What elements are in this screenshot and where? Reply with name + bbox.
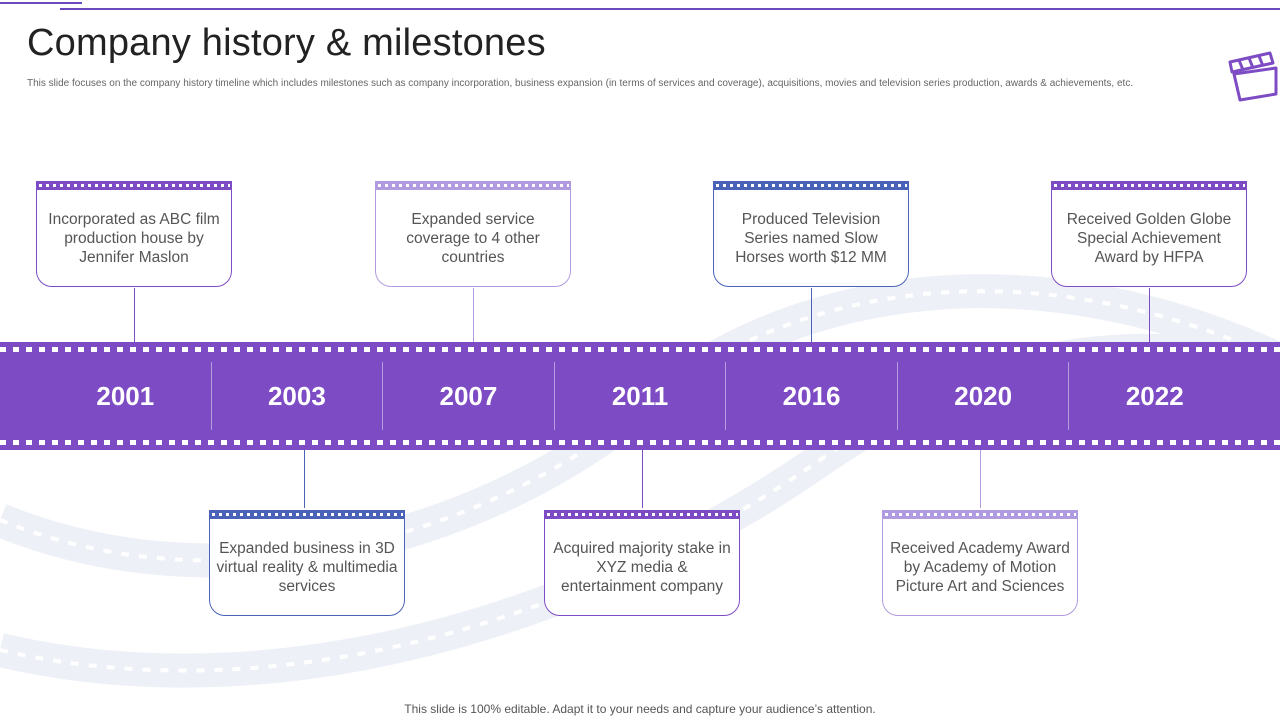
clapperboard-icon xyxy=(1228,51,1278,102)
connector-2022 xyxy=(1149,288,1150,342)
connector-2001 xyxy=(134,288,135,342)
year-label: 2011 xyxy=(611,380,669,411)
milestone-card-2016: Produced Television Series named Slow Ho… xyxy=(713,181,909,287)
card-header xyxy=(544,510,740,519)
card-header xyxy=(1051,181,1247,190)
film-holes-bottom xyxy=(0,440,1280,445)
top-accent-rule xyxy=(0,2,82,4)
year-label: 2001 xyxy=(96,380,155,411)
year-label: 2020 xyxy=(954,380,1013,411)
film-holes-top xyxy=(0,347,1280,352)
milestone-card-2007: Expanded service coverage to 4 other cou… xyxy=(375,181,571,287)
connector-2020 xyxy=(980,450,981,508)
card-header xyxy=(713,181,909,190)
year-cell-2011: 2011 xyxy=(553,362,726,430)
milestone-card-2022: Received Golden Globe Special Achievemen… xyxy=(1051,181,1247,287)
year-cell-2022: 2022 xyxy=(1068,362,1240,430)
milestone-text: Received Academy Award by Academy of Mot… xyxy=(890,540,1070,595)
connector-2016 xyxy=(811,288,812,342)
page-title: Company history & milestones xyxy=(27,22,546,64)
page-subtitle: This slide focuses on the company histor… xyxy=(27,78,1134,89)
milestone-text: Acquired majority stake in XYZ media & e… xyxy=(553,540,731,595)
milestone-card-2003: Expanded business in 3D virtual reality … xyxy=(209,510,405,616)
connector-2007 xyxy=(473,288,474,342)
footer-note: This slide is 100% editable. Adapt it to… xyxy=(404,702,876,716)
year-cell-2020: 2020 xyxy=(896,362,1069,430)
milestone-card-2001: Incorporated as ABC film production hous… xyxy=(36,181,232,287)
top-rule xyxy=(60,8,1280,10)
milestone-card-2011: Acquired majority stake in XYZ media & e… xyxy=(544,510,740,616)
card-header xyxy=(36,181,232,190)
year-cell-2016: 2016 xyxy=(725,362,897,430)
year-label: 2022 xyxy=(1125,380,1184,411)
connector-2011 xyxy=(642,450,643,508)
milestone-text: Expanded service coverage to 4 other cou… xyxy=(406,211,540,266)
card-header xyxy=(882,510,1078,519)
year-label: 2003 xyxy=(267,380,326,411)
timeline-strip: 2001 2003 2007 2011 2016 2020 2022 xyxy=(0,342,1280,450)
card-header xyxy=(209,510,405,519)
card-header xyxy=(375,181,571,190)
year-label: 2016 xyxy=(782,380,841,411)
milestone-text: Received Golden Globe Special Achievemen… xyxy=(1066,211,1232,266)
connector-2003 xyxy=(304,450,305,508)
year-cell-2003: 2003 xyxy=(210,362,383,430)
year-cell-2007: 2007 xyxy=(382,362,554,430)
milestone-text: Expanded business in 3D virtual reality … xyxy=(216,540,398,595)
year-cell-2001: 2001 xyxy=(40,362,211,430)
timeline-years: 2001 2003 2007 2011 2016 2020 2022 xyxy=(40,362,1240,430)
milestone-card-2020: Received Academy Award by Academy of Mot… xyxy=(882,510,1078,616)
year-label: 2007 xyxy=(439,380,498,411)
milestone-text: Incorporated as ABC film production hous… xyxy=(48,211,220,266)
milestone-text: Produced Television Series named Slow Ho… xyxy=(735,211,887,266)
